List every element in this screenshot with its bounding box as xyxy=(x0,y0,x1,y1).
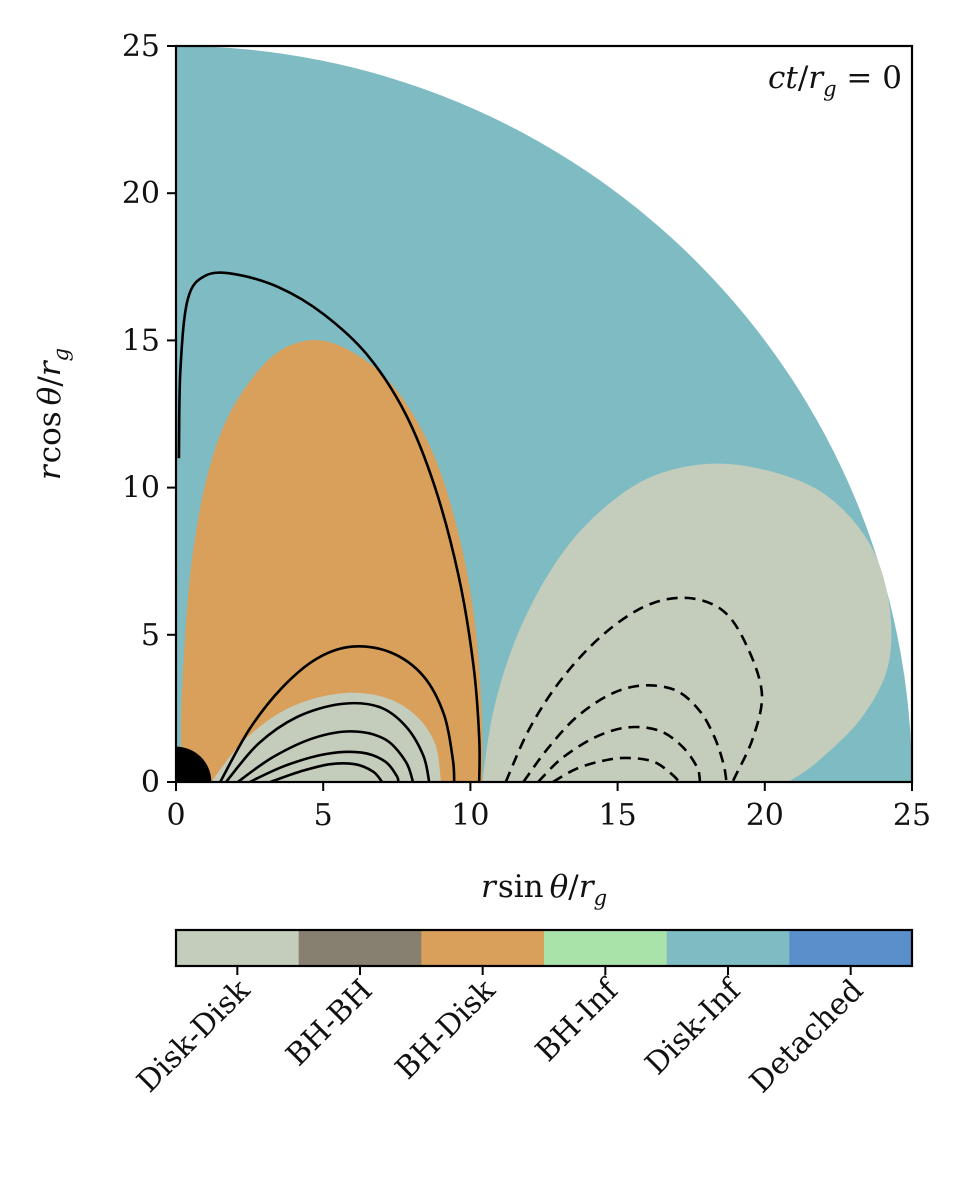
colorbar: Disk-Disk BH-BH BH-Disk BH-Inf Disk-InfDetac… xyxy=(130,928,914,1100)
regions-layer xyxy=(176,46,912,782)
x-tick-label: 10 xyxy=(451,798,489,833)
x-tick-label: 0 xyxy=(166,798,185,833)
y-tick-label: 15 xyxy=(122,323,160,358)
colorbar-label-bh-bh: BH-BH xyxy=(280,973,380,1073)
region-disk-disk-3 xyxy=(482,463,892,782)
y-tick-label: 10 xyxy=(122,471,160,506)
field-line-solid-4 xyxy=(249,750,400,782)
x-tick-label: 5 xyxy=(314,798,333,833)
y-axis-label: rcosθ/rg xyxy=(32,348,73,480)
x-tick-label: 15 xyxy=(599,798,637,833)
colorbar-label-disk-inf: Disk-Inf xyxy=(639,972,749,1082)
x-axis-ticks: 0 5 10 15 20 25 xyxy=(166,782,931,833)
field-line-solid-2 xyxy=(225,701,431,782)
colorbar-swatch-bh-inf xyxy=(544,930,668,966)
y-tick-label: 5 xyxy=(141,618,160,653)
black-hole xyxy=(176,746,212,782)
plot-area xyxy=(176,46,912,782)
colorbar-label-disk-disk: Disk-Disk xyxy=(130,972,257,1099)
y-tick-label: 25 xyxy=(122,29,160,64)
field-lines-layer xyxy=(177,271,764,782)
colorbar-swatch-bh-disk xyxy=(421,930,545,966)
colorbar-swatch-bh-bh xyxy=(298,930,422,966)
field-line-dashed-0 xyxy=(504,596,764,782)
x-axis-label: rsin θ/rg xyxy=(481,869,607,910)
colorbar-frame xyxy=(174,928,914,968)
colorbar-swatch-disk-inf xyxy=(666,930,790,966)
field-line-dashed-1 xyxy=(522,684,728,782)
field-line-solid-5 xyxy=(269,762,384,782)
y-tick-label: 20 xyxy=(122,176,160,211)
field-line-dashed-3 xyxy=(552,756,681,782)
colorbar-swatch-disk-disk xyxy=(176,930,300,966)
colorbar-label-detached: Detached xyxy=(743,973,870,1100)
field-line-solid-1 xyxy=(219,645,456,782)
x-tick-label: 20 xyxy=(746,798,784,833)
annotation-time: ct/rg = 0 xyxy=(768,60,902,101)
field-line-solid-3 xyxy=(237,730,415,782)
field-line-solid-0 xyxy=(177,271,481,782)
x-tick-label: 25 xyxy=(893,798,931,833)
y-axis-ticks: 0 5 10 15 20 25 xyxy=(122,29,176,800)
colorbar-label-bh-inf: BH-Inf xyxy=(529,972,626,1069)
y-tick-label: 0 xyxy=(141,765,160,800)
plot-frame xyxy=(174,44,914,784)
colorbar-label-bh-disk: BH-Disk xyxy=(389,972,503,1086)
colorbar-swatch-detached xyxy=(789,930,913,966)
region-bh-disk-1 xyxy=(181,339,483,782)
field-line-dashed-2 xyxy=(537,725,702,782)
